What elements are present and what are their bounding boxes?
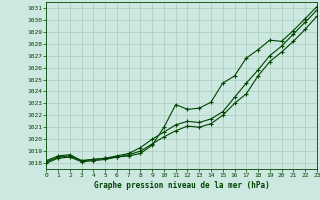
X-axis label: Graphe pression niveau de la mer (hPa): Graphe pression niveau de la mer (hPa): [94, 181, 269, 190]
